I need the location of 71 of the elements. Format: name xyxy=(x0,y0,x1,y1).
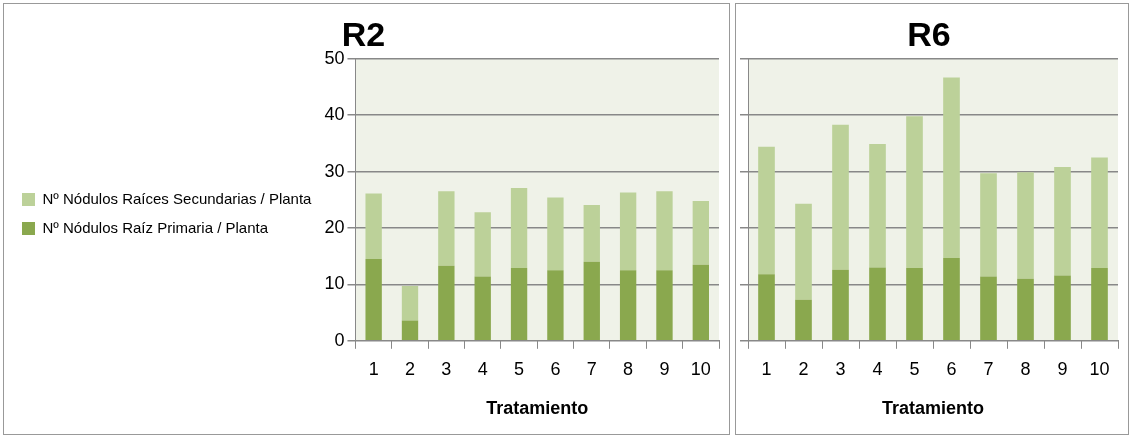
bar xyxy=(832,124,849,270)
x-tick-label: 1 xyxy=(761,358,772,379)
bar xyxy=(583,261,600,341)
bar xyxy=(795,203,812,300)
x-tick-label: 5 xyxy=(909,358,920,379)
x-axis-title: Tratamiento xyxy=(881,398,985,419)
bar xyxy=(656,191,673,271)
x-tick-label: 7 xyxy=(586,358,597,379)
y-tick-label: 40 xyxy=(324,104,345,125)
bar xyxy=(401,286,419,321)
x-tick-label: 8 xyxy=(623,358,634,379)
x-tick-label: 7 xyxy=(983,358,994,379)
bar xyxy=(656,270,673,341)
legend-label: Nº Nódulos Raíz Primaria / Planta xyxy=(42,218,269,236)
x-tick-label: 8 xyxy=(1020,358,1031,379)
bar xyxy=(365,193,382,260)
y-tick-label: 0 xyxy=(334,329,345,350)
x-tick-label: 9 xyxy=(1057,358,1068,379)
bar xyxy=(869,267,886,341)
bar xyxy=(510,268,528,341)
y-tick-label: 20 xyxy=(324,216,345,237)
bar xyxy=(980,276,997,341)
bar xyxy=(547,197,564,271)
bar xyxy=(758,146,775,275)
x-tick-label: 2 xyxy=(405,358,416,379)
x-tick-label: 4 xyxy=(872,358,883,379)
bar xyxy=(692,264,709,341)
bar xyxy=(906,116,923,269)
bar xyxy=(619,270,637,341)
x-tick-label: 2 xyxy=(798,358,809,379)
bar xyxy=(474,212,491,277)
x-tick-label: 6 xyxy=(946,358,957,379)
x-tick-label: 6 xyxy=(550,358,561,379)
bar xyxy=(438,265,455,341)
y-tick-label: 10 xyxy=(324,273,345,294)
bar xyxy=(943,257,960,341)
x-tick-label: 1 xyxy=(368,358,379,379)
bar xyxy=(758,274,775,341)
chart-title: R6 xyxy=(907,14,951,53)
bar xyxy=(401,320,419,341)
bar xyxy=(1054,167,1071,276)
x-tick-label: 9 xyxy=(659,358,670,379)
bar xyxy=(619,192,637,271)
bar xyxy=(547,270,564,341)
x-tick-label: 4 xyxy=(477,358,488,379)
x-tick-label: 3 xyxy=(441,358,452,379)
x-tick-label: 3 xyxy=(835,358,846,379)
bar xyxy=(583,204,600,262)
x-tick-label: 10 xyxy=(690,358,711,379)
x-tick-label: 5 xyxy=(514,358,525,379)
bar xyxy=(1017,278,1034,341)
legend-label: Nº Nódulos Raíces Secundarias / Planta xyxy=(42,189,313,207)
bar xyxy=(1091,268,1108,341)
bar xyxy=(692,200,709,265)
bar xyxy=(438,191,455,266)
x-tick-label: 10 xyxy=(1089,358,1110,379)
x-axis-title: Tratamiento xyxy=(486,398,589,419)
bar xyxy=(1091,157,1108,269)
bar xyxy=(795,299,812,341)
bar xyxy=(510,187,528,269)
bar xyxy=(832,269,849,341)
bar xyxy=(1017,172,1034,279)
bar xyxy=(980,173,997,277)
bar xyxy=(869,143,886,268)
bar xyxy=(1054,275,1071,341)
bar xyxy=(365,259,382,341)
bar xyxy=(906,268,923,341)
bar xyxy=(943,77,960,258)
y-tick-label: 30 xyxy=(324,160,345,181)
y-tick-label: 50 xyxy=(324,47,345,68)
bar xyxy=(474,276,491,341)
